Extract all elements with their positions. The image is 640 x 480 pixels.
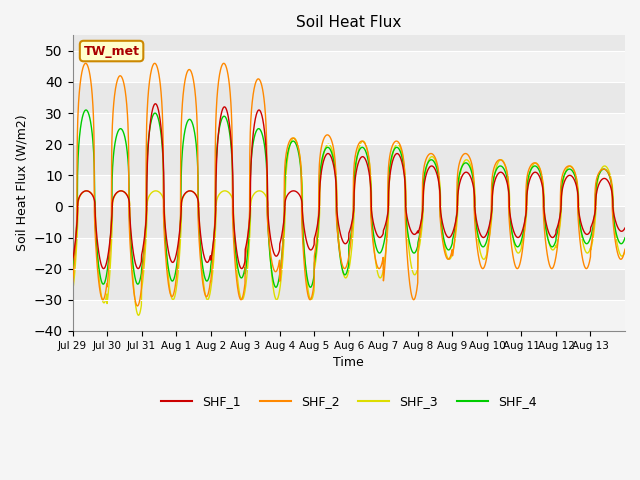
- Text: TW_met: TW_met: [84, 45, 140, 58]
- Bar: [72, 238, 625, 269]
- Y-axis label: Soil Heat Flux (W/m2): Soil Heat Flux (W/m2): [15, 115, 28, 252]
- Bar: [72, 300, 625, 331]
- Bar: [72, 51, 625, 82]
- Bar: [72, 113, 625, 144]
- Bar: [72, 175, 625, 206]
- X-axis label: Time: Time: [333, 356, 364, 369]
- Legend: SHF_1, SHF_2, SHF_3, SHF_4: SHF_1, SHF_2, SHF_3, SHF_4: [156, 390, 541, 413]
- Title: Soil Heat Flux: Soil Heat Flux: [296, 15, 401, 30]
